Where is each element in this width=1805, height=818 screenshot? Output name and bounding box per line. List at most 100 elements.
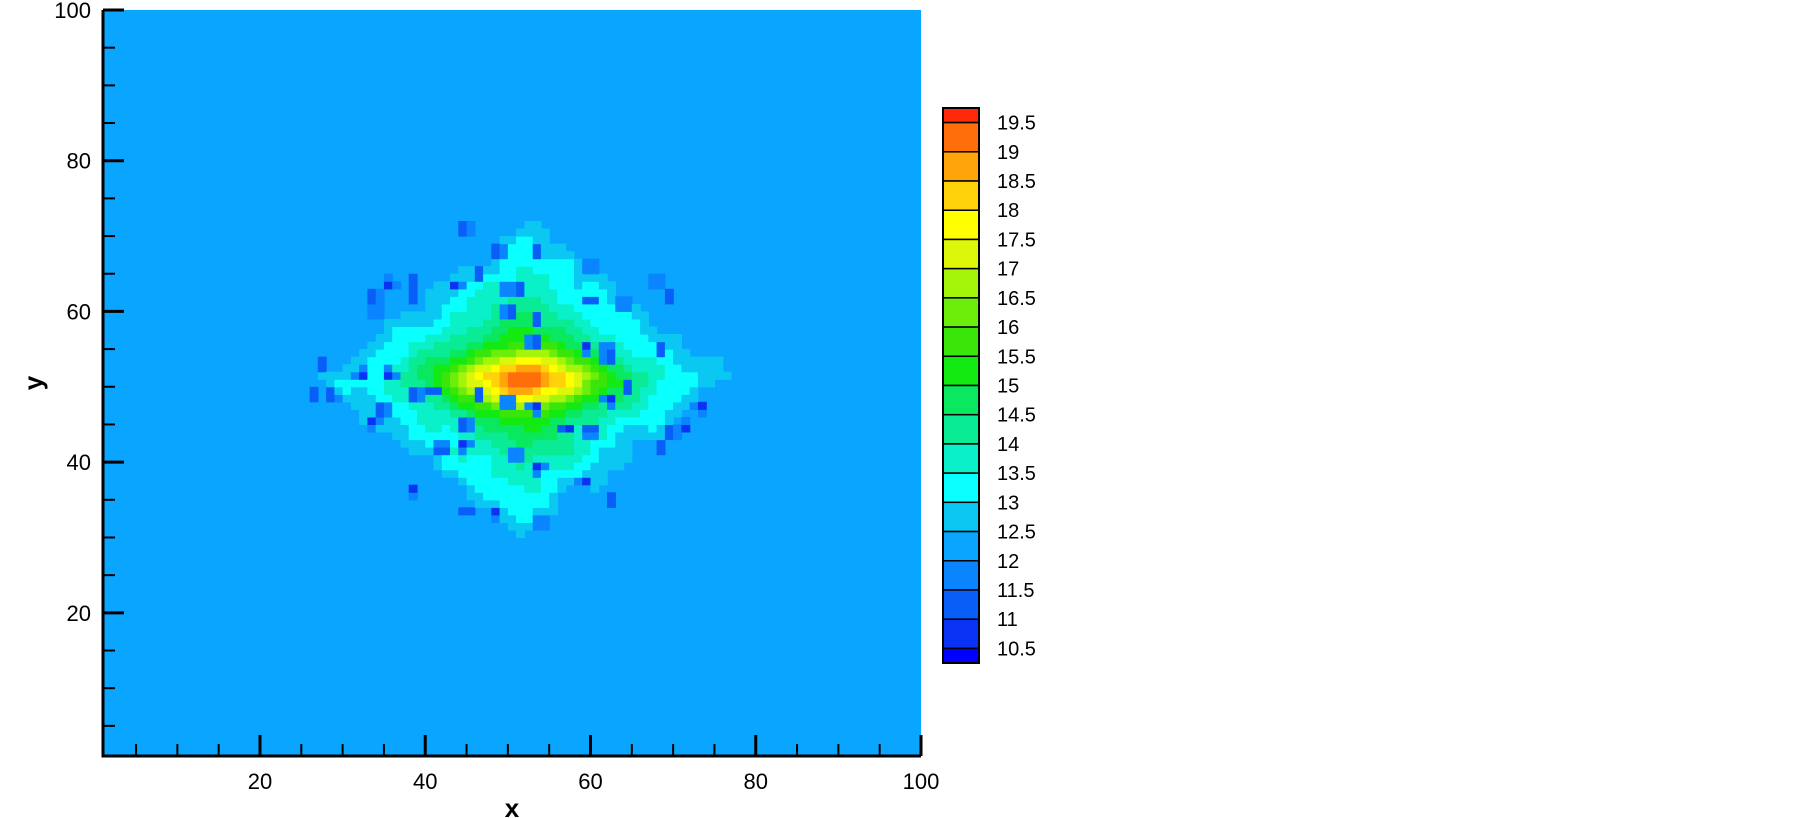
heatmap-cell (656, 432, 666, 441)
heatmap-cell (466, 401, 476, 410)
heatmap-cell (466, 349, 476, 358)
plot-area (103, 10, 921, 756)
y-tick-label: 80 (67, 149, 91, 174)
heatmap-cell (574, 258, 583, 267)
heatmap-cell (408, 484, 418, 493)
heatmap-cell (656, 356, 666, 365)
heatmap-cell (441, 296, 451, 305)
heatmap-cell (540, 477, 550, 486)
heatmap-cell (689, 401, 699, 410)
legend-swatch (942, 121, 980, 153)
heatmap-cell (516, 228, 525, 237)
heatmap-cell (615, 341, 625, 350)
heatmap-cell (524, 432, 534, 441)
heatmap-cell (392, 401, 402, 410)
heatmap-cell (499, 469, 509, 478)
heatmap-cell (392, 364, 402, 373)
heatmap-cell (640, 379, 649, 388)
heatmap-cell (433, 462, 443, 471)
heatmap-cell (417, 356, 426, 365)
heatmap-cell (524, 273, 534, 282)
heatmap-cell (474, 462, 484, 471)
heatmap-cell (408, 281, 418, 290)
heatmap-cell (408, 341, 418, 350)
heatmap-cell (664, 424, 674, 433)
heatmap-cell (367, 364, 377, 373)
heatmap-cell (483, 492, 492, 501)
heatmap-cell (491, 349, 501, 358)
heatmap-cell (524, 228, 534, 237)
heatmap-cell (359, 401, 368, 410)
heatmap-cell (375, 394, 385, 403)
heatmap-cell (408, 288, 418, 297)
heatmap-cell (516, 258, 525, 267)
heatmap-cell (383, 349, 393, 358)
heatmap-cell (549, 401, 559, 410)
heatmap-cell (673, 364, 682, 373)
heatmap-cell (317, 371, 327, 380)
heatmap-cell (607, 311, 616, 320)
axes: 20 40 60 80 100 20 40 60 80 100 (54, 0, 939, 794)
heatmap-cell (590, 326, 600, 335)
heatmap-cell (532, 334, 542, 343)
heatmap-cell (458, 296, 468, 305)
heatmap-cell (722, 371, 732, 380)
heatmap-cell (474, 416, 484, 425)
heatmap-cell (574, 394, 583, 403)
heatmap-cell (507, 243, 517, 252)
heatmap-cell (565, 251, 575, 260)
heatmap-cell (400, 409, 410, 418)
heatmap-cell (557, 258, 567, 267)
heatmap-cell (557, 311, 567, 320)
heatmap-cell (582, 416, 592, 425)
heatmap-cell (383, 386, 393, 395)
heatmap-cell (565, 409, 575, 418)
heatmap-cell (375, 349, 385, 358)
heatmap-cell (615, 416, 625, 425)
heatmap-cell (383, 341, 393, 350)
heatmap-cell (450, 281, 459, 290)
heatmap-cell (507, 288, 517, 297)
heatmap-cell (565, 416, 575, 425)
heatmap-cell (565, 364, 575, 373)
heatmap-cell (673, 371, 682, 380)
heatmap-cell (359, 386, 368, 395)
heatmap-cell (673, 334, 682, 343)
heatmap-cell (507, 454, 517, 463)
heatmap-cell (458, 447, 468, 456)
heatmap-cell (648, 364, 658, 373)
heatmap-cell (458, 364, 468, 373)
heatmap-cell (458, 409, 468, 418)
heatmap-cell (640, 318, 649, 327)
heatmap-cell (334, 394, 344, 403)
heatmap-cell (640, 394, 649, 403)
heatmap-cell (359, 379, 368, 388)
heatmap-cell (408, 364, 418, 373)
heatmap-cell (359, 394, 368, 403)
heatmap-cell (491, 281, 501, 290)
heatmap-cell (408, 371, 418, 380)
heatmap-cell (524, 439, 534, 448)
heatmap-cell (425, 296, 435, 305)
heatmap-cell (640, 371, 649, 380)
heatmap-cell (400, 356, 410, 365)
heatmap-cell (474, 409, 484, 418)
heatmap-cell (574, 454, 583, 463)
heatmap-cell (607, 492, 616, 501)
legend-label: 17.5 (997, 229, 1036, 251)
heatmap-cell (590, 416, 600, 425)
heatmap-cell (491, 288, 501, 297)
heatmap-cell (383, 424, 393, 433)
heatmap-cell (392, 394, 402, 403)
heatmap-cell (425, 386, 435, 395)
heatmap-cell (524, 499, 534, 508)
heatmap-cell (450, 364, 459, 373)
heatmap-cell (590, 318, 600, 327)
heatmap-cell (656, 281, 666, 290)
heatmap-cell (491, 462, 501, 471)
legend-swatch (942, 384, 980, 416)
heatmap-cell (400, 341, 410, 350)
heatmap-cell (631, 326, 641, 335)
heatmap-cell (623, 349, 633, 358)
